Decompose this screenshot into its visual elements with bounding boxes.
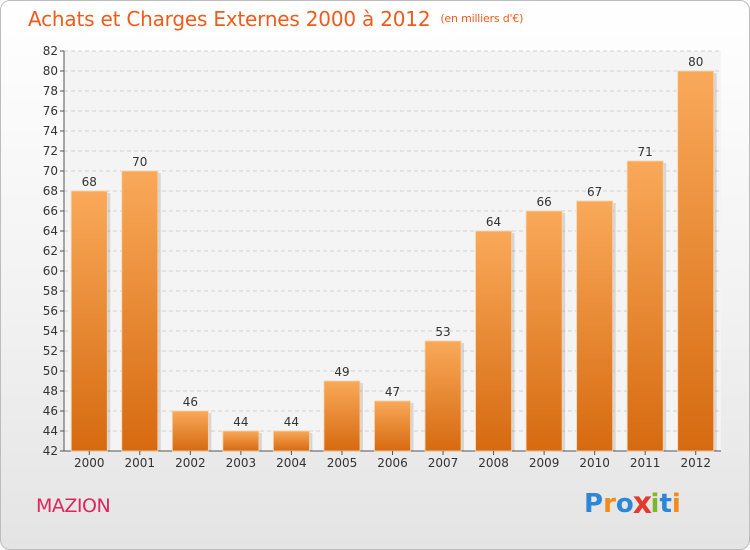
y-tick-label: 48 [43,384,58,398]
data-label: 47 [385,385,400,399]
y-tick-label: 68 [43,184,58,198]
y-tick-label: 50 [43,364,58,378]
bar [323,380,361,452]
x-tick-label: 2002 [175,456,206,470]
bar [222,430,260,452]
x-tick-label: 2008 [478,456,509,470]
logo-letter: P [584,489,604,519]
logo-letter: r [603,489,616,519]
x-tick-label: 2005 [327,456,358,470]
y-tick-label: 58 [43,284,58,298]
y-tick-label: 42 [43,444,58,458]
proxiti-logo: Proxiti [584,486,681,522]
y-tick-label: 74 [43,124,58,138]
x-tick-label: 2011 [630,456,661,470]
y-tick-label: 66 [43,204,58,218]
logo-letter: i [650,489,660,519]
y-tick-label: 60 [43,264,58,278]
data-label: 68 [82,175,97,189]
data-label: 44 [233,415,248,429]
data-label: 80 [688,55,703,69]
x-tick-label: 2004 [276,456,307,470]
logo-letter: x [632,486,652,522]
y-tick-label: 76 [43,104,58,118]
logo-letter: i [671,489,681,519]
x-tick-label: 2003 [226,456,257,470]
y-tick-label: 82 [43,44,58,58]
y-tick-label: 70 [43,164,58,178]
bar [70,190,108,452]
data-label: 71 [638,145,653,159]
x-tick-label: 2012 [680,456,711,470]
x-tick-label: 2001 [125,456,156,470]
y-tick-label: 72 [43,144,58,158]
y-tick-label: 80 [43,64,58,78]
bar [121,170,159,452]
chart-title-text: Achats et Charges Externes 2000 à 2012 [28,7,431,31]
bar [273,430,310,452]
bar [525,210,563,452]
bar [171,410,209,452]
data-label: 49 [334,365,349,379]
data-label: 66 [536,195,551,209]
x-tick-label: 2007 [428,456,459,470]
y-tick-label: 56 [43,304,58,318]
commune-name: MAZION [36,495,111,517]
bar [677,70,715,452]
y-tick-label: 78 [43,84,58,98]
y-tick-label: 64 [43,224,58,238]
bar [424,340,462,452]
y-tick-label: 54 [43,324,58,338]
y-tick-label: 52 [43,344,58,358]
y-tick-label: 62 [43,244,58,258]
x-tick-label: 2009 [529,456,560,470]
bar [374,400,411,452]
bar [626,160,664,452]
y-tick-label: 44 [43,424,58,438]
bar [576,200,614,452]
logo-letter: o [615,489,634,519]
data-label: 67 [587,185,602,199]
x-tick-label: 2010 [579,456,610,470]
data-label: 46 [183,395,198,409]
y-tick-label: 46 [43,404,58,418]
chart-title: Achats et Charges Externes 2000 à 2012 (e… [28,7,523,31]
data-label: 53 [435,325,450,339]
data-label: 64 [486,215,501,229]
data-label: 44 [284,415,299,429]
x-tick-label: 2000 [74,456,105,470]
logo-letter: t [659,489,672,519]
bar [475,230,512,452]
x-tick-label: 2006 [377,456,408,470]
chart-subtitle: (en milliers d'€) [440,12,524,25]
data-label: 70 [132,155,147,169]
